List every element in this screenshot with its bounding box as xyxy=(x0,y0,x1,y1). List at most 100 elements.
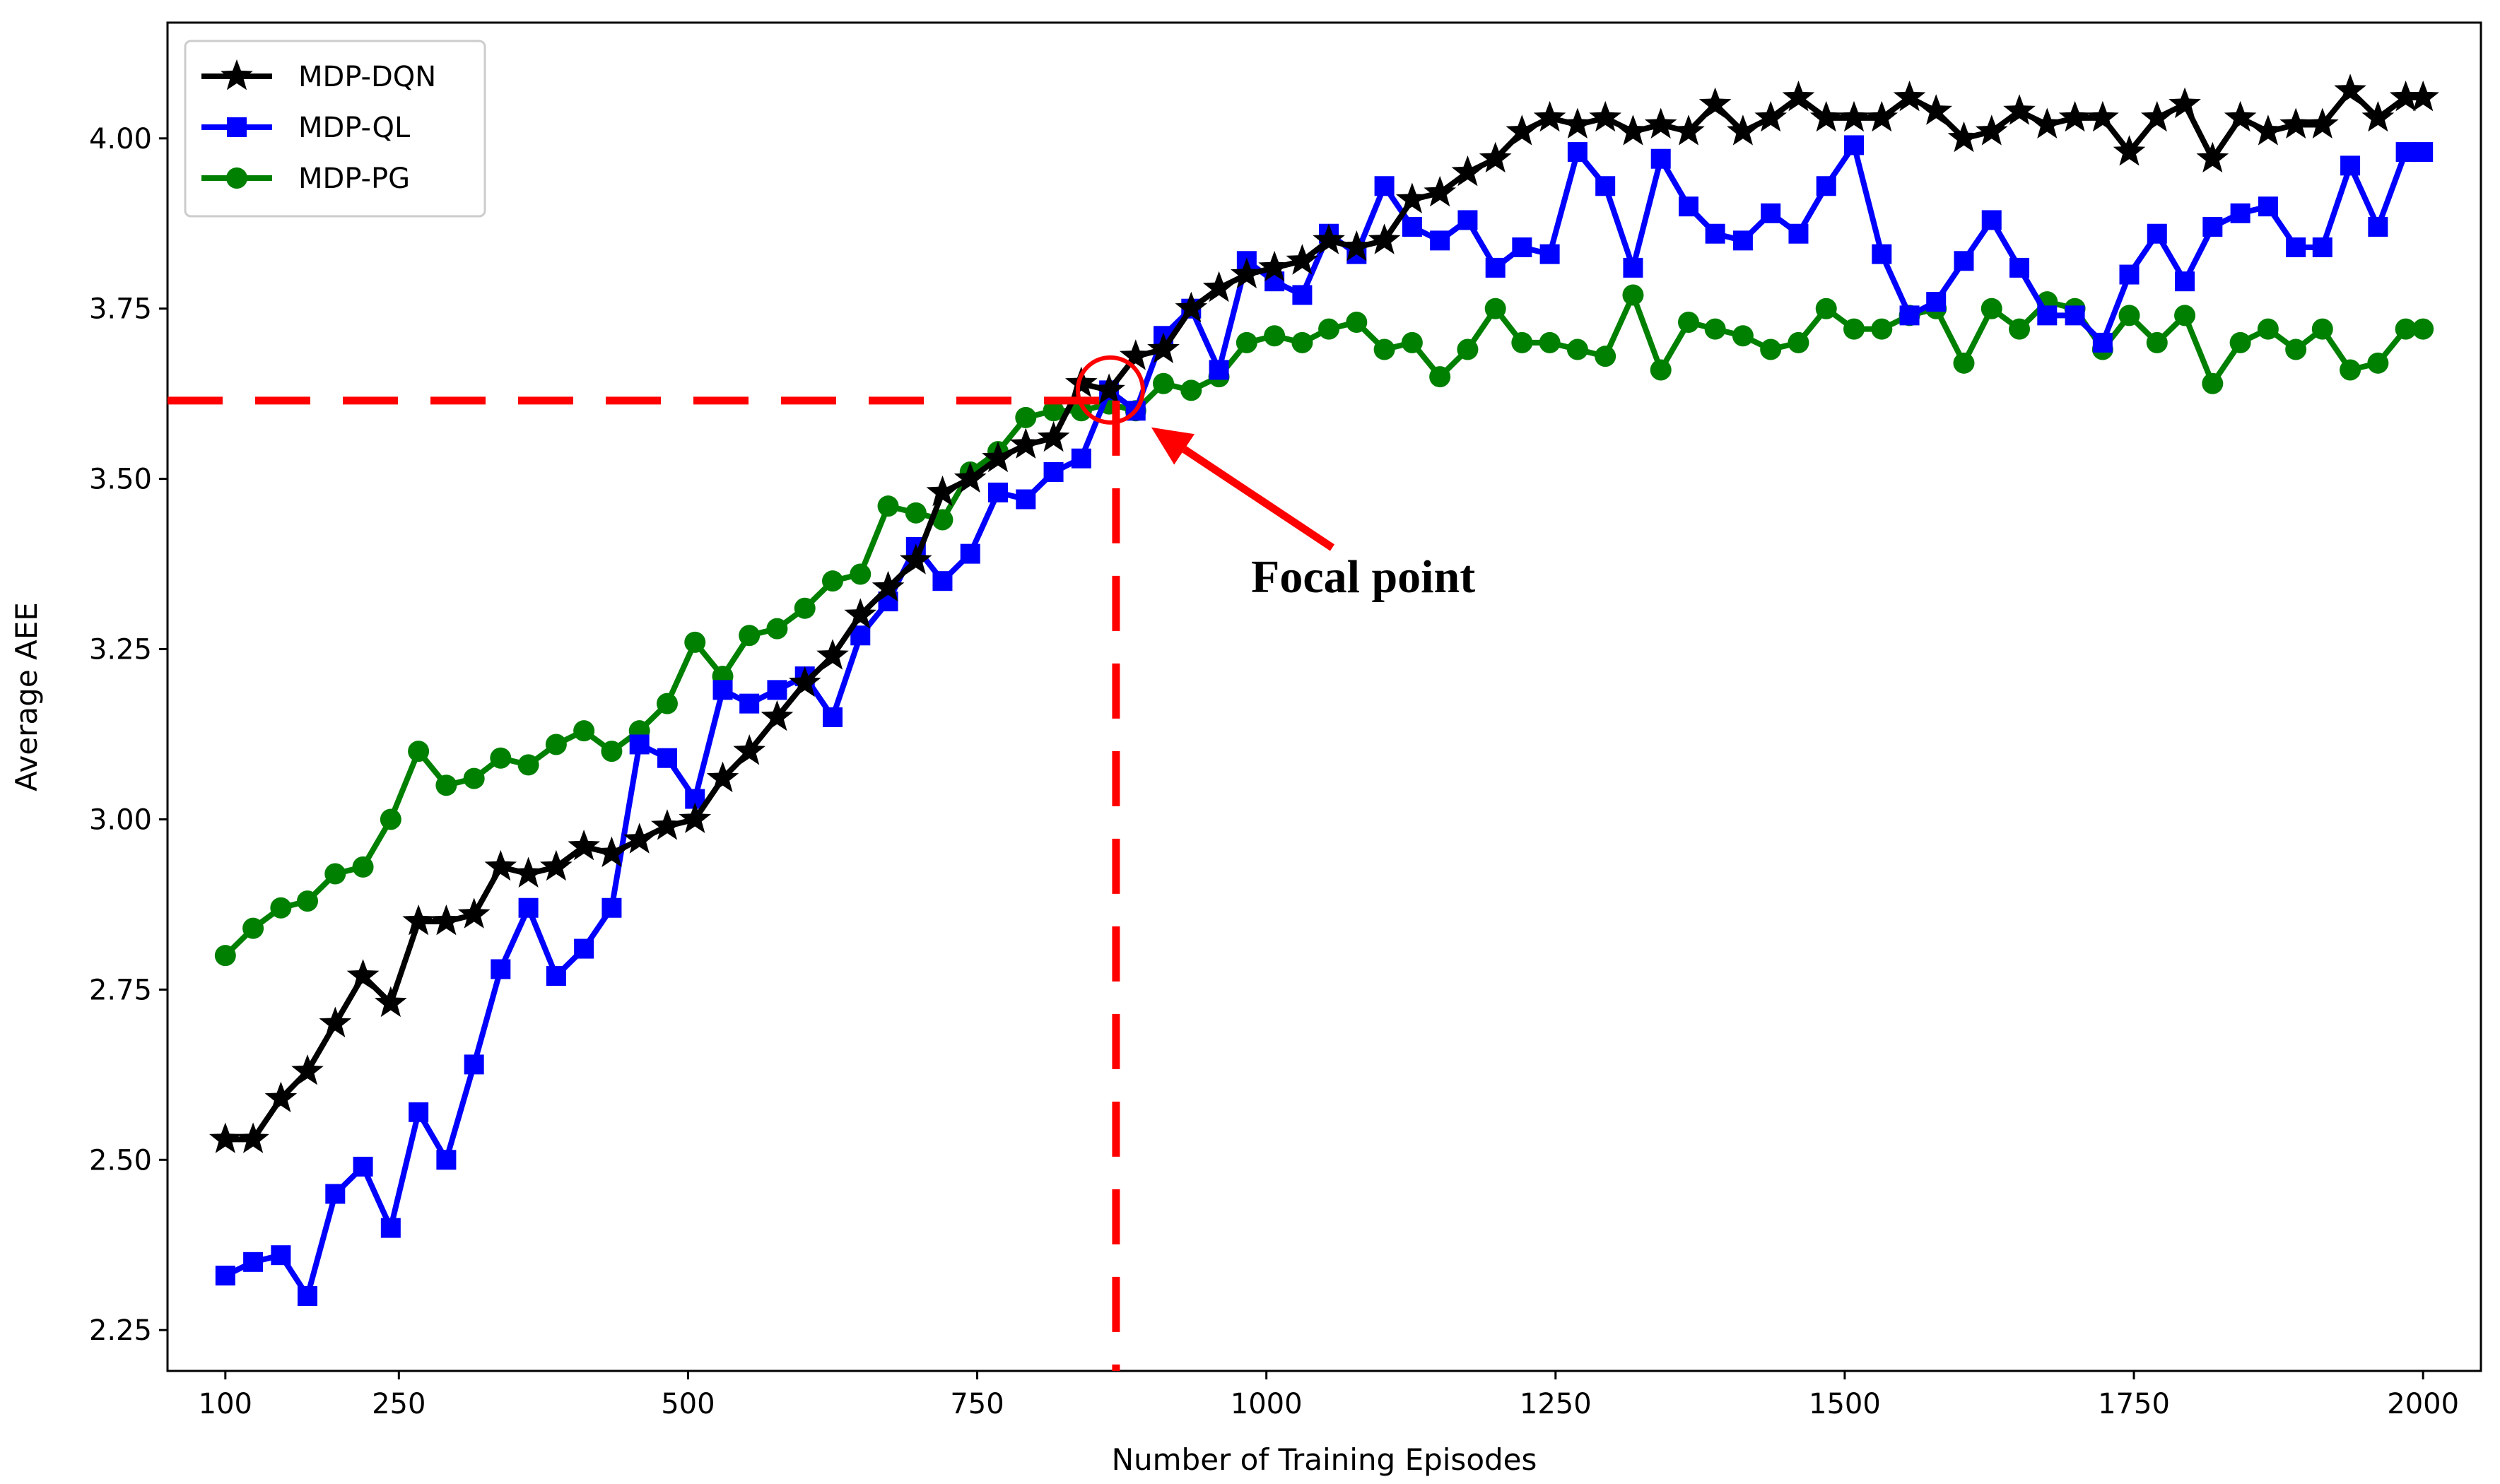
data-point-mdp-ql xyxy=(1954,251,1974,271)
series-mdp-ql xyxy=(215,135,2434,1306)
data-point-mdp-dqn xyxy=(1479,141,1512,173)
data-point-mdp-dqn xyxy=(402,905,435,936)
x-tick-label: 1250 xyxy=(1520,1388,1592,1420)
data-point-mdp-ql xyxy=(1623,257,1643,278)
data-point-mdp-dqn xyxy=(900,543,932,575)
focal-point-annotation: Focal point xyxy=(168,355,1475,1371)
data-point-mdp-pg xyxy=(1373,338,1395,360)
data-point-mdp-ql xyxy=(1705,223,1725,244)
data-point-mdp-pg xyxy=(821,570,843,592)
data-point-mdp-ql xyxy=(1567,142,1588,163)
data-point-mdp-dqn xyxy=(1009,428,1043,459)
data-point-mdp-ql xyxy=(2202,217,2223,237)
data-point-mdp-pg xyxy=(1539,331,1561,353)
data-point-mdp-pg xyxy=(2285,338,2307,360)
y-tick-label: 3.75 xyxy=(89,293,152,326)
data-point-mdp-ql xyxy=(1732,230,1753,251)
data-point-mdp-ql xyxy=(491,959,511,979)
data-point-mdp-dqn xyxy=(1920,94,1952,125)
data-point-mdp-ql xyxy=(629,734,650,755)
data-point-mdp-pg xyxy=(1871,318,1893,340)
data-point-mdp-ql xyxy=(1816,176,1836,196)
axis-ticks: 100 250 500 750 1000 1250 1500 1750 2000 2.25 2.50… xyxy=(89,123,2459,1420)
data-point-mdp-pg xyxy=(1732,325,1754,347)
data-point-mdp-pg xyxy=(1180,379,1202,401)
data-point-mdp-pg xyxy=(270,897,292,919)
y-tick-label: 3.25 xyxy=(89,634,152,666)
data-point-mdp-dqn xyxy=(2279,107,2312,139)
data-point-mdp-ql xyxy=(601,897,622,918)
series-mdp-dqn xyxy=(209,73,2439,1153)
x-tick-label: 500 xyxy=(661,1388,715,1420)
data-point-mdp-ql xyxy=(325,1184,346,1204)
data-point-mdp-pg xyxy=(1484,298,1506,319)
data-point-mdp-dqn xyxy=(1893,81,1926,112)
data-point-mdp-dqn xyxy=(595,836,628,868)
data-point-mdp-pg xyxy=(214,945,236,967)
data-point-mdp-dqn xyxy=(237,1122,269,1153)
data-point-mdp-ql xyxy=(2258,196,2278,217)
data-point-mdp-dqn xyxy=(1644,107,1677,139)
data-point-mdp-dqn xyxy=(540,849,573,881)
y-tick-label: 3.50 xyxy=(89,464,152,496)
data-point-mdp-ql xyxy=(436,1150,457,1170)
data-point-mdp-pg xyxy=(1511,331,1533,353)
data-point-mdp-ql xyxy=(960,543,980,564)
data-point-mdp-dqn xyxy=(2031,107,2064,139)
data-point-mdp-ql xyxy=(2413,142,2434,163)
data-point-mdp-ql xyxy=(1457,210,1478,230)
data-point-mdp-pg xyxy=(601,741,623,762)
data-point-mdp-ql xyxy=(215,1266,235,1286)
data-point-mdp-pg xyxy=(1704,318,1726,340)
data-point-mdp-dqn xyxy=(1396,182,1428,213)
data-point-mdp-dqn xyxy=(346,959,380,990)
data-point-mdp-ql xyxy=(1402,217,1422,237)
data-point-mdp-ql xyxy=(2009,257,2030,278)
data-point-mdp-ql xyxy=(1016,489,1036,510)
data-point-mdp-dqn xyxy=(291,1054,324,1085)
data-point-mdp-dqn xyxy=(1809,100,1843,132)
data-point-mdp-dqn xyxy=(1561,107,1594,139)
data-point-mdp-pg xyxy=(2009,318,2031,340)
data-point-mdp-dqn xyxy=(568,830,600,861)
data-point-mdp-dqn xyxy=(1175,291,1208,323)
data-point-mdp-pg xyxy=(794,597,816,619)
data-point-mdp-pg xyxy=(1595,346,1616,367)
data-point-mdp-dqn xyxy=(1975,114,2008,146)
x-tick-label: 100 xyxy=(199,1388,252,1420)
data-point-mdp-ql xyxy=(2368,217,2388,237)
data-point-mdp-dqn xyxy=(2058,100,2091,132)
data-point-mdp-pg xyxy=(1566,338,1588,360)
data-point-mdp-pg xyxy=(573,720,595,742)
data-point-mdp-pg xyxy=(1622,284,1644,306)
data-point-mdp-ql xyxy=(1430,230,1450,251)
data-point-mdp-ql xyxy=(298,1286,318,1306)
data-point-mdp-pg xyxy=(1953,352,1975,374)
data-point-mdp-pg xyxy=(1843,318,1865,340)
data-point-mdp-pg xyxy=(297,890,319,912)
data-point-mdp-dqn xyxy=(926,475,959,507)
data-point-mdp-dqn xyxy=(651,809,683,840)
data-point-mdp-ql xyxy=(767,680,787,700)
data-point-mdp-pg xyxy=(1650,359,1672,381)
data-point-mdp-ql xyxy=(1512,237,1532,257)
data-point-mdp-pg xyxy=(656,693,678,714)
data-point-mdp-ql xyxy=(1374,176,1395,196)
data-point-mdp-pg xyxy=(2311,318,2333,340)
data-point-mdp-pg xyxy=(545,734,567,755)
data-point-mdp-dqn xyxy=(1533,100,1566,132)
data-point-mdp-dqn xyxy=(1286,244,1319,275)
data-point-mdp-pg xyxy=(1429,366,1451,388)
y-tick-label: 2.75 xyxy=(89,974,152,1006)
data-point-mdp-pg xyxy=(766,618,788,640)
data-point-mdp-pg xyxy=(1318,318,1340,340)
data-point-mdp-pg xyxy=(2146,331,2168,353)
data-point-mdp-ql xyxy=(2340,155,2361,176)
data-point-mdp-dqn xyxy=(2224,100,2257,132)
data-point-mdp-pg xyxy=(2412,318,2434,340)
data-point-mdp-ql xyxy=(1209,360,1229,380)
data-point-mdp-dqn xyxy=(1616,114,1650,146)
data-point-mdp-ql xyxy=(1539,244,1560,264)
data-point-mdp-dqn xyxy=(457,897,491,929)
data-point-mdp-pg xyxy=(1401,331,1423,353)
